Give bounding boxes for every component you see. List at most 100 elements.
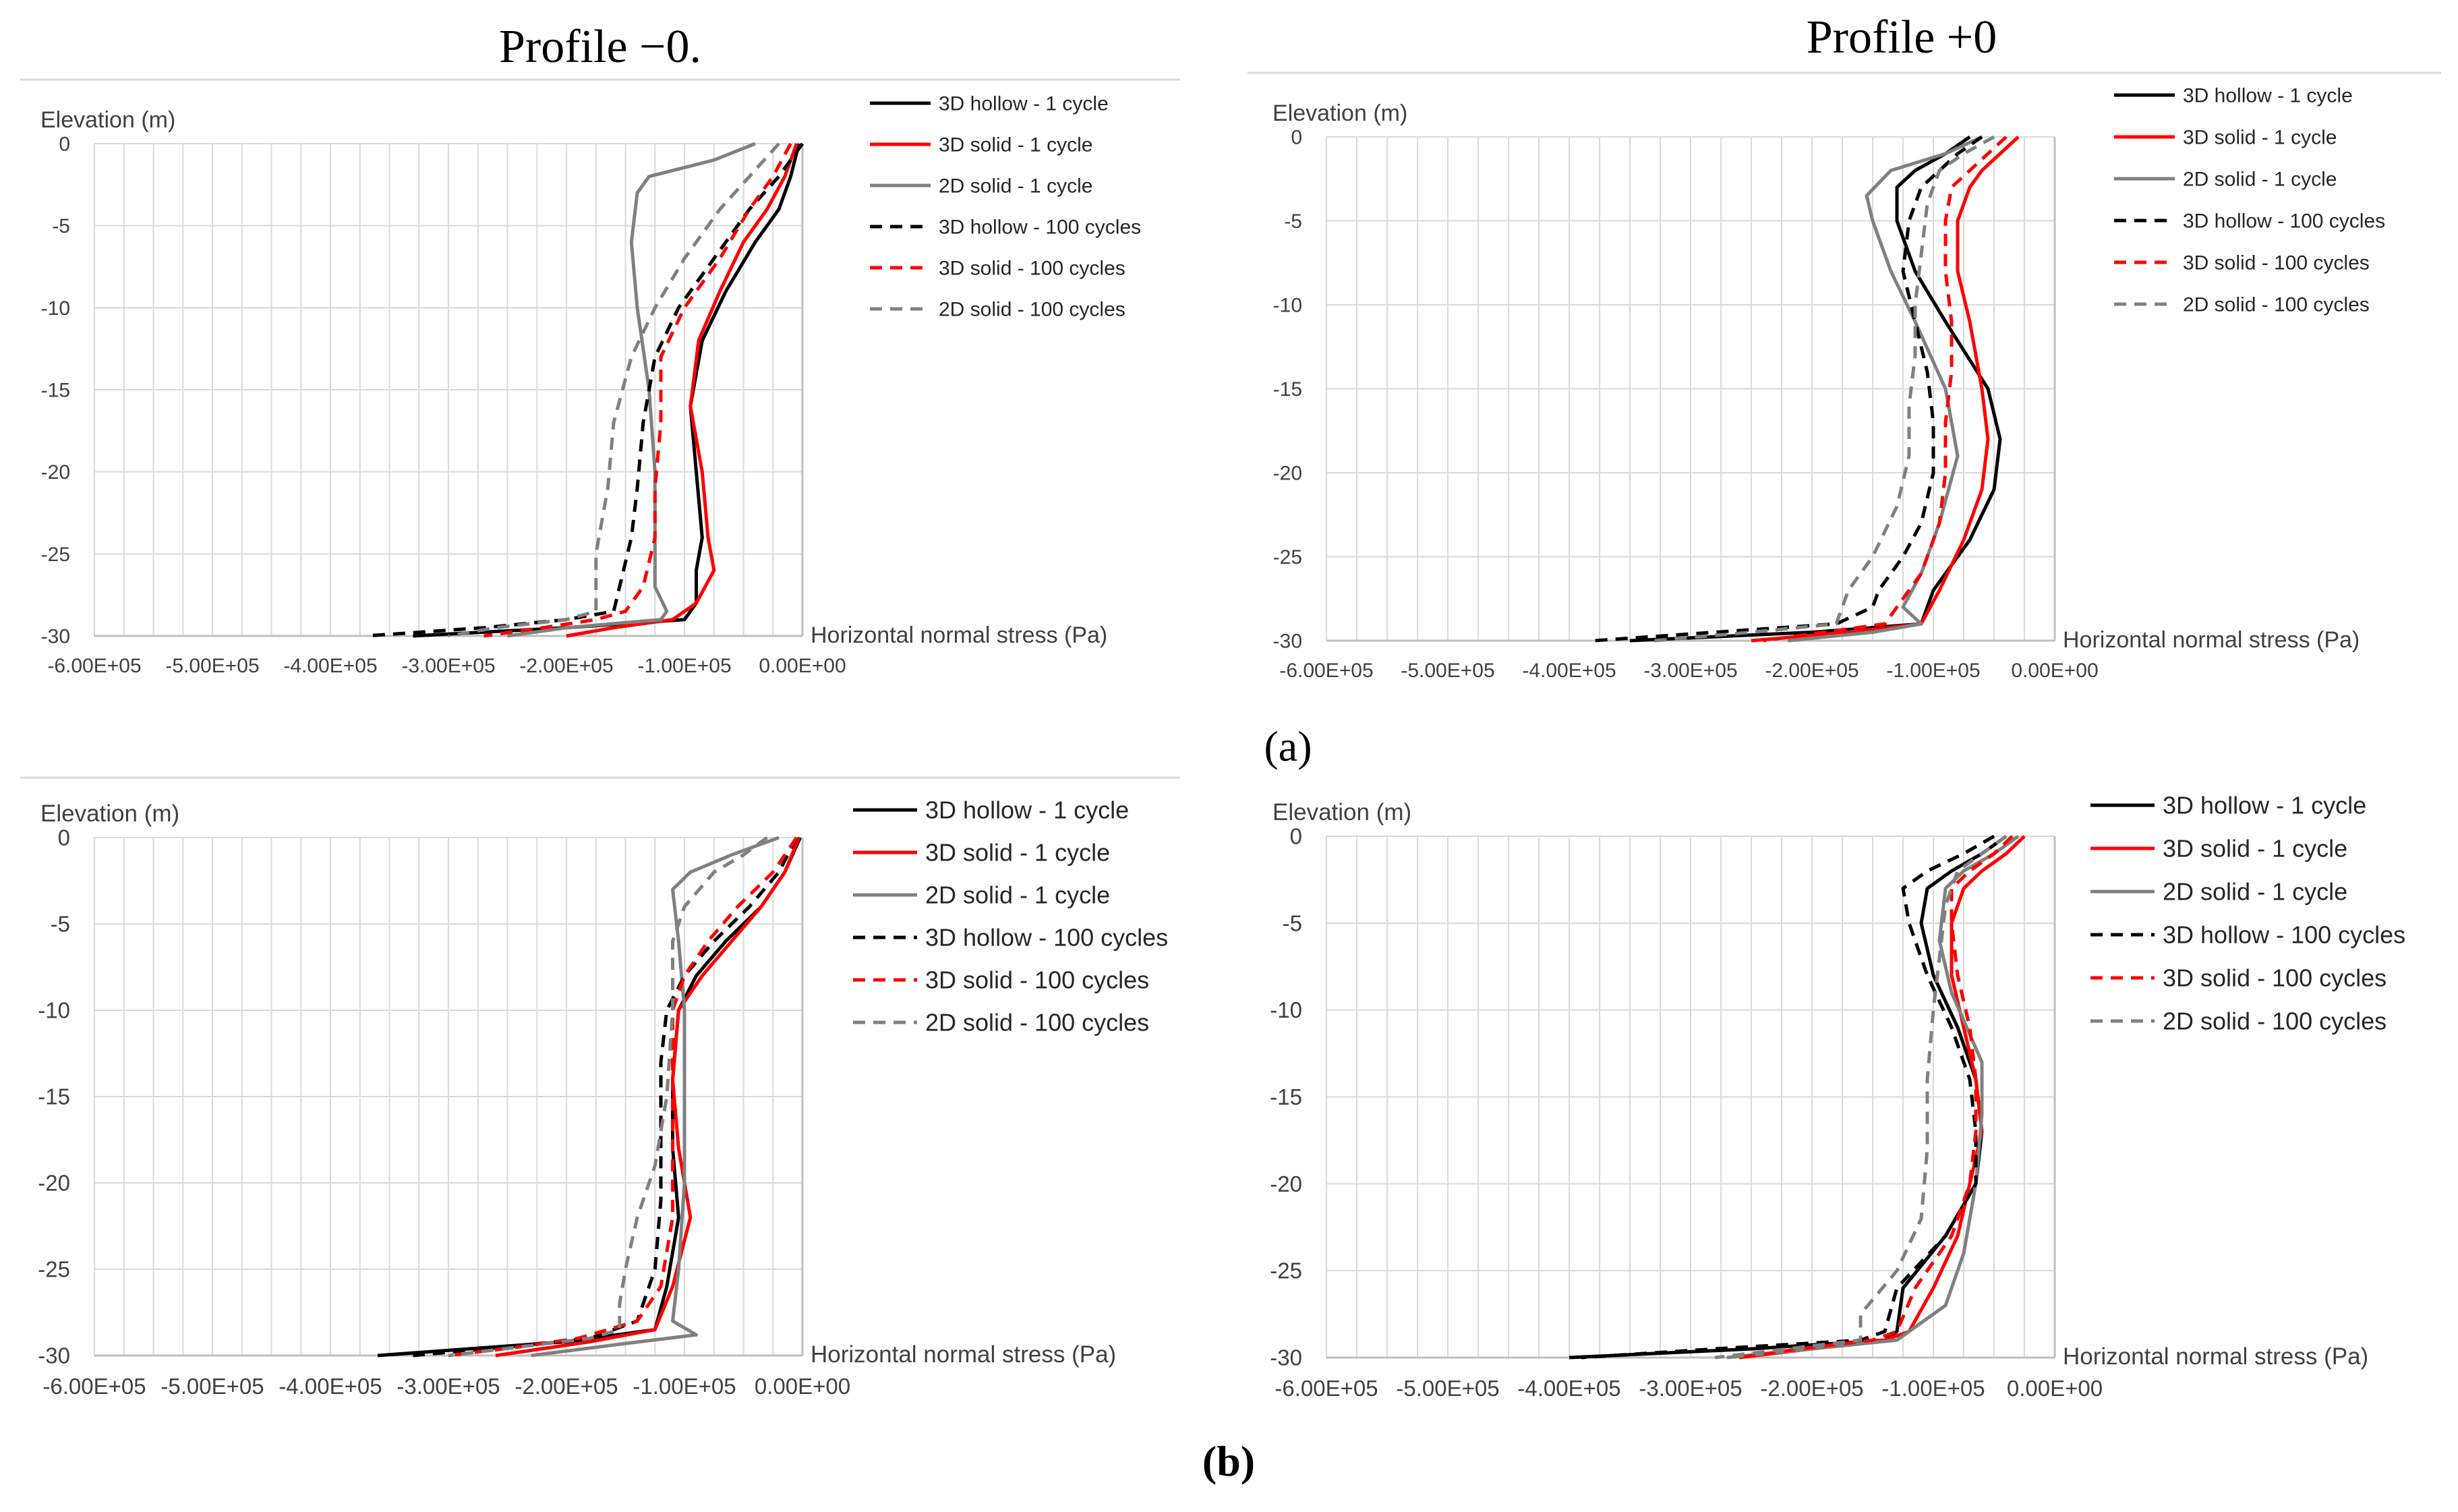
- x-axis-label: Horizontal normal stress (Pa): [811, 622, 1107, 648]
- legend-label: 3D solid - 1 cycle: [2163, 835, 2347, 863]
- gridlines: [1326, 836, 2055, 1358]
- x-tick-label: -3.00E+05: [1639, 1376, 1742, 1401]
- legend-label: 2D solid - 100 cycles: [939, 299, 1125, 321]
- series-line-3d-solid-100-cycles: [484, 142, 792, 638]
- series-line-3d-hollow-1-cycle: [1629, 135, 2002, 643]
- legend-label: 3D solid - 100 cycles: [2163, 964, 2387, 992]
- gridlines: [94, 837, 803, 1356]
- series-line-3d-solid-1-cycle: [1751, 136, 2020, 643]
- y-tick-label: -20: [1273, 463, 1302, 485]
- x-tick-label: -4.00E+05: [1517, 1376, 1620, 1401]
- y-tick-label: -25: [1273, 546, 1302, 569]
- row-label-a: (a): [1264, 722, 1312, 770]
- x-tick-label: -6.00E+05: [1279, 660, 1373, 682]
- legend-label: 2D solid - 1 cycle: [939, 175, 1092, 198]
- series-lines: [1569, 834, 2026, 1360]
- y-tick-label: 0: [1291, 127, 1302, 149]
- series-line-3d-solid-100-cycles: [1738, 835, 2014, 1360]
- x-tick-label: 0.00E+00: [755, 1374, 850, 1399]
- x-tick-label: -2.00E+05: [515, 1374, 618, 1399]
- x-tick-label: -4.00E+05: [1522, 660, 1616, 682]
- legend-label: 3D solid - 1 cycle: [939, 134, 1092, 156]
- title-profile-plus: Profile +0: [1807, 11, 1997, 63]
- y-tick-label: -20: [38, 1171, 70, 1196]
- series-line-2d-solid-1-cycle: [1787, 135, 1983, 643]
- x-tick-label: 0.00E+00: [2007, 1376, 2103, 1401]
- legend-label: 2D solid - 1 cycle: [2183, 169, 2337, 191]
- y-axis-label: Elevation (m): [1272, 100, 1407, 126]
- series-line-2d-solid-1-cycle: [1726, 834, 2020, 1360]
- x-axis-label: Horizontal normal stress (Pa): [2063, 627, 2360, 653]
- legend-label: 3D hollow - 100 cycles: [2163, 921, 2405, 949]
- legend: 3D hollow - 1 cycle 3D solid - 1 cycle 2D …: [853, 796, 1168, 1037]
- chart-a-left: 0 -5 -10 -15 -20 -25 -30 -6.00E+05 -5.00E+05 -4.0…: [40, 93, 1141, 678]
- legend-label: 2D solid - 1 cycle: [2163, 878, 2347, 906]
- y-tick-label: -15: [1270, 1084, 1302, 1109]
- x-tick-label: -3.00E+05: [401, 655, 495, 677]
- y-tick-label: -30: [1270, 1345, 1302, 1370]
- y-tick-label: -5: [1283, 910, 1302, 935]
- y-tick-label: 0: [1290, 824, 1302, 849]
- y-tick-label: -15: [38, 1084, 70, 1109]
- y-tick-label: -10: [38, 998, 70, 1023]
- x-tick-label: -3.00E+05: [1643, 660, 1737, 682]
- legend: 3D hollow - 1 cycle 3D solid - 1 cycle 2D …: [2090, 792, 2405, 1035]
- series-line-2d-solid-100-cycles: [1714, 834, 2008, 1360]
- legend-label: 3D solid - 100 cycles: [925, 966, 1149, 994]
- x-tick-label: -4.00E+05: [279, 1374, 382, 1399]
- x-tick-label: -4.00E+05: [283, 655, 377, 677]
- y-tick-label: -30: [41, 626, 70, 648]
- series-line-2d-solid-100-cycles: [448, 836, 768, 1358]
- legend: 3D hollow - 1 cycle 3D solid - 1 cycle 2D …: [2114, 85, 2385, 316]
- legend-label: 2D solid - 100 cycles: [2183, 294, 2370, 316]
- x-tick-label: -2.00E+05: [519, 655, 613, 677]
- legend-label: 3D hollow - 100 cycles: [939, 216, 1141, 239]
- y-tick-label: -20: [1270, 1171, 1302, 1196]
- x-tick-label: -1.00E+05: [633, 1374, 736, 1399]
- charts-container: 0 -5 -10 -15 -20 -25 -30 -6.00E+05 -5.00E+05 -4.0…: [38, 85, 2405, 1401]
- y-tick-label: -20: [41, 461, 70, 484]
- y-tick-label: -5: [51, 912, 70, 937]
- x-tick-label: -1.00E+05: [1886, 660, 1980, 682]
- legend-label: 3D solid - 1 cycle: [2183, 127, 2337, 149]
- x-tick-label: -6.00E+05: [42, 1374, 146, 1399]
- legend-label: 3D hollow - 1 cycle: [925, 796, 1129, 824]
- legend-label: 3D hollow - 1 cycle: [2163, 792, 2366, 819]
- x-tick-label: -5.00E+05: [160, 1374, 264, 1399]
- series-line-2d-solid-1-cycle: [507, 142, 756, 638]
- legend-label: 3D solid - 100 cycles: [2183, 252, 2370, 274]
- x-tick-label: 0.00E+00: [2011, 660, 2098, 682]
- series-line-3d-solid-1-cycle: [1738, 835, 2026, 1360]
- x-tick-label: -1.00E+05: [1881, 1376, 1985, 1401]
- y-axis-label: Elevation (m): [40, 801, 179, 827]
- y-axis-label: Elevation (m): [40, 107, 175, 133]
- y-tick-label: -25: [41, 544, 70, 566]
- x-tick-label: -2.00E+05: [1765, 660, 1859, 682]
- series-lines: [365, 142, 804, 638]
- legend-label: 3D solid - 1 cycle: [925, 839, 1110, 867]
- x-tick-label: -5.00E+05: [1396, 1376, 1499, 1401]
- y-tick-label: -25: [38, 1257, 70, 1282]
- y-tick-label: -10: [1270, 997, 1302, 1022]
- legend-label: 3D hollow - 1 cycle: [2183, 85, 2353, 107]
- x-axis-label: Horizontal normal stress (Pa): [2063, 1343, 2368, 1370]
- series-line-3d-solid-1-cycle: [566, 143, 798, 638]
- chart-b-right: 0 -5 -10 -15 -20 -25 -30 -6.00E+05 -5.00E+05 -4.0…: [1270, 792, 2405, 1401]
- x-tick-label: 0.00E+00: [759, 655, 846, 677]
- x-tick-label: -6.00E+05: [47, 655, 141, 677]
- series-line-2d-solid-1-cycle: [531, 836, 780, 1358]
- legend-label: 3D hollow - 1 cycle: [939, 93, 1109, 115]
- y-tick-label: -25: [1270, 1258, 1302, 1283]
- y-tick-label: -15: [41, 380, 70, 402]
- x-tick-label: -5.00E+05: [1401, 660, 1494, 682]
- x-tick-label: -2.00E+05: [1760, 1376, 1863, 1401]
- x-tick-label: -5.00E+05: [165, 655, 259, 677]
- legend-label: 3D solid - 100 cycles: [939, 258, 1125, 280]
- legend-label: 2D solid - 100 cycles: [2163, 1008, 2387, 1035]
- legend: 3D hollow - 1 cycle 3D solid - 1 cycle 2D …: [870, 93, 1141, 321]
- figure-headers: Profile −0. Profile +0 (a) (b): [20, 11, 2441, 1485]
- series-line-3d-hollow-100-cycles: [1593, 135, 1983, 643]
- chart-b-left: 0 -5 -10 -15 -20 -25 -30 -6.00E+05 -5.00E+05 -4.0…: [38, 796, 1168, 1399]
- legend-label: 3D hollow - 100 cycles: [2183, 210, 2385, 233]
- series-line-3d-solid-100-cycles: [1763, 136, 2008, 643]
